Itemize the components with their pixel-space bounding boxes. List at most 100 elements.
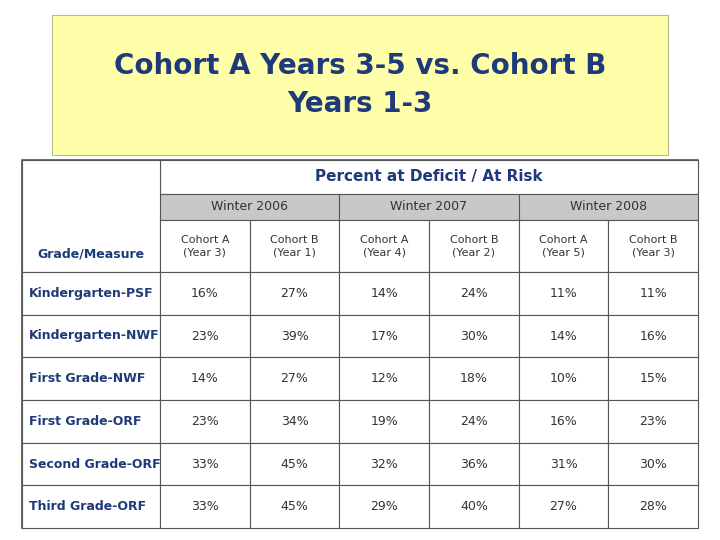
Text: 16%: 16% — [549, 415, 577, 428]
Bar — [339, 220, 429, 272]
Bar — [22, 400, 160, 443]
Bar — [22, 485, 160, 528]
Text: 14%: 14% — [191, 372, 219, 385]
Bar — [608, 443, 698, 485]
Text: 11%: 11% — [549, 287, 577, 300]
Text: 24%: 24% — [460, 415, 487, 428]
Text: 23%: 23% — [191, 415, 219, 428]
Bar — [250, 357, 339, 400]
Text: 40%: 40% — [460, 500, 487, 513]
Bar — [339, 485, 429, 528]
Text: 45%: 45% — [281, 457, 308, 470]
Text: 27%: 27% — [281, 372, 308, 385]
Bar — [429, 357, 518, 400]
Text: Winter 2006: Winter 2006 — [211, 200, 288, 213]
Bar — [22, 272, 160, 315]
Text: Cohort A
(Year 3): Cohort A (Year 3) — [181, 234, 229, 258]
Bar — [518, 443, 608, 485]
Bar — [250, 220, 339, 272]
Text: 34%: 34% — [281, 415, 308, 428]
Bar — [22, 315, 160, 357]
Text: 10%: 10% — [549, 372, 577, 385]
Bar — [429, 400, 518, 443]
FancyBboxPatch shape — [52, 15, 668, 155]
Text: 17%: 17% — [370, 329, 398, 342]
Text: Cohort A
(Year 5): Cohort A (Year 5) — [539, 234, 588, 258]
Text: 45%: 45% — [281, 500, 308, 513]
Bar — [160, 443, 250, 485]
Text: 33%: 33% — [191, 457, 219, 470]
Text: 27%: 27% — [549, 500, 577, 513]
Bar — [160, 315, 250, 357]
Text: Winter 2007: Winter 2007 — [390, 200, 467, 213]
Text: 33%: 33% — [191, 500, 219, 513]
Bar — [608, 272, 698, 315]
Text: 19%: 19% — [370, 415, 398, 428]
Text: Second Grade-ORF: Second Grade-ORF — [29, 457, 161, 470]
Bar — [608, 357, 698, 400]
Text: 14%: 14% — [549, 329, 577, 342]
Text: 23%: 23% — [639, 415, 667, 428]
Bar — [22, 160, 160, 272]
Bar — [429, 485, 518, 528]
Text: 30%: 30% — [460, 329, 487, 342]
Text: Third Grade-ORF: Third Grade-ORF — [29, 500, 146, 513]
Text: Cohort B
(Year 2): Cohort B (Year 2) — [449, 234, 498, 258]
Bar — [250, 400, 339, 443]
Bar — [160, 485, 250, 528]
Bar — [160, 272, 250, 315]
Bar — [518, 315, 608, 357]
Bar — [518, 485, 608, 528]
Bar — [429, 220, 518, 272]
Text: Winter 2008: Winter 2008 — [570, 200, 647, 213]
Text: Kindergarten-NWF: Kindergarten-NWF — [29, 329, 160, 342]
Text: First Grade-ORF: First Grade-ORF — [29, 415, 142, 428]
Text: Kindergarten-PSF: Kindergarten-PSF — [29, 287, 153, 300]
Bar — [429, 443, 518, 485]
Text: Percent at Deficit / At Risk: Percent at Deficit / At Risk — [315, 170, 543, 185]
Bar — [518, 272, 608, 315]
Text: Grade/Measure: Grade/Measure — [37, 247, 145, 261]
Text: 39%: 39% — [281, 329, 308, 342]
Text: 24%: 24% — [460, 287, 487, 300]
Bar — [608, 400, 698, 443]
Bar — [429, 272, 518, 315]
Bar — [250, 315, 339, 357]
Bar — [429, 315, 518, 357]
Bar — [250, 443, 339, 485]
Text: 12%: 12% — [370, 372, 398, 385]
Text: 18%: 18% — [460, 372, 487, 385]
Bar — [250, 272, 339, 315]
Bar — [518, 194, 698, 220]
Bar — [250, 485, 339, 528]
Bar — [22, 443, 160, 485]
Bar — [339, 272, 429, 315]
Text: 31%: 31% — [549, 457, 577, 470]
Text: Cohort B
(Year 1): Cohort B (Year 1) — [270, 234, 319, 258]
Text: Cohort A Years 3-5 vs. Cohort B
Years 1-3: Cohort A Years 3-5 vs. Cohort B Years 1-… — [114, 51, 606, 118]
Bar — [518, 400, 608, 443]
Text: 32%: 32% — [370, 457, 398, 470]
Text: 11%: 11% — [639, 287, 667, 300]
Text: 15%: 15% — [639, 372, 667, 385]
Bar — [339, 400, 429, 443]
Bar — [339, 315, 429, 357]
Bar — [608, 315, 698, 357]
Bar — [22, 357, 160, 400]
Text: Cohort A
(Year 4): Cohort A (Year 4) — [360, 234, 408, 258]
Bar — [160, 400, 250, 443]
Bar — [339, 194, 518, 220]
Text: 23%: 23% — [191, 329, 219, 342]
Bar — [339, 443, 429, 485]
Bar — [608, 220, 698, 272]
Text: Cohort B
(Year 3): Cohort B (Year 3) — [629, 234, 678, 258]
Bar — [518, 220, 608, 272]
Bar — [518, 357, 608, 400]
Text: 36%: 36% — [460, 457, 487, 470]
Bar — [22, 160, 698, 528]
Text: 30%: 30% — [639, 457, 667, 470]
Text: 27%: 27% — [281, 287, 308, 300]
Bar — [160, 220, 250, 272]
Bar — [339, 357, 429, 400]
Text: 16%: 16% — [191, 287, 219, 300]
